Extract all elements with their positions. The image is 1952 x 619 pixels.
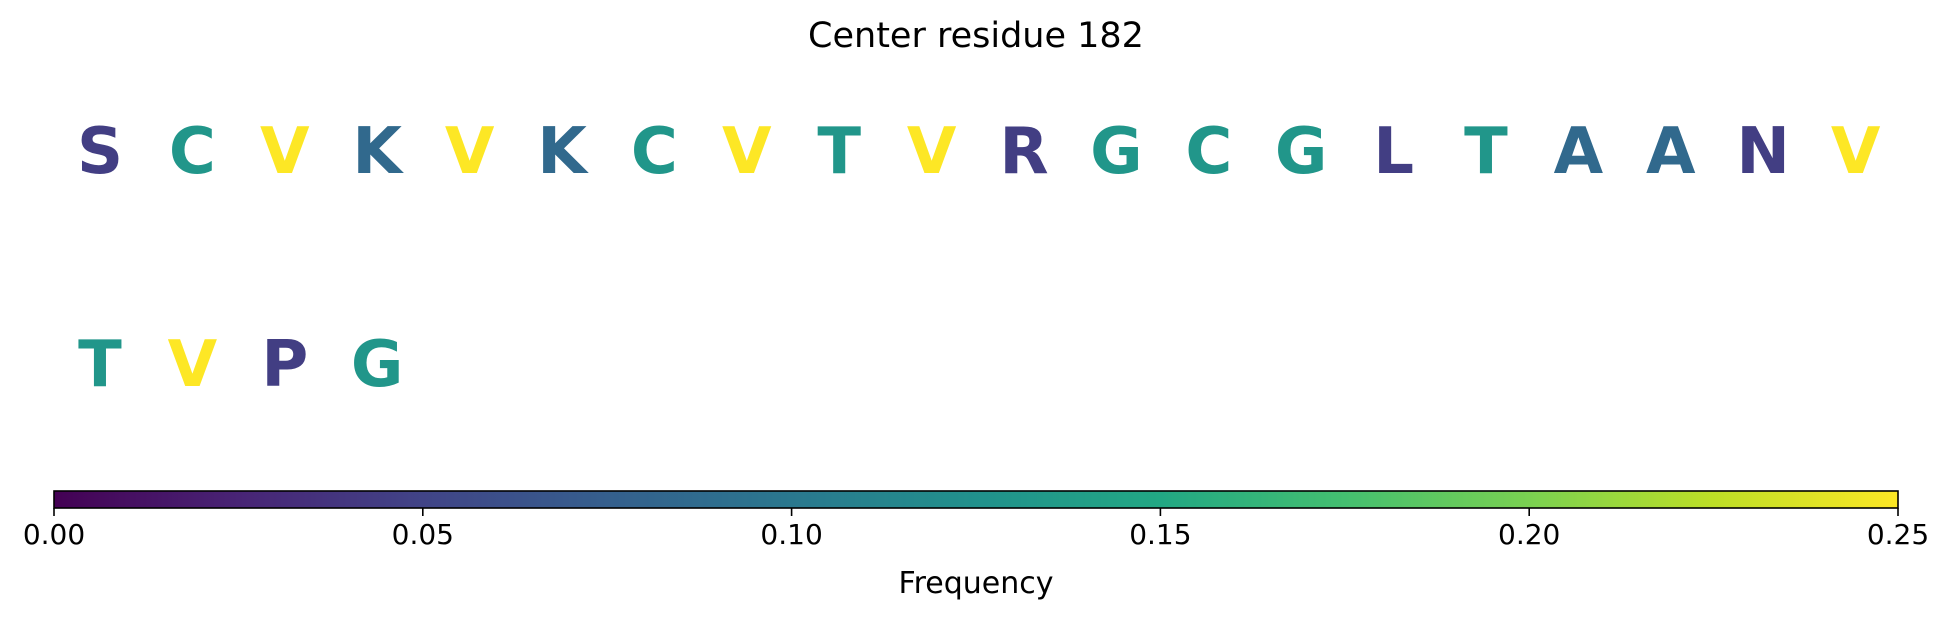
colorbar-ticks: 0.00 0.05 0.10 0.15 0.20 0.25 xyxy=(23,508,1929,551)
residue-letter: A xyxy=(1554,115,1604,189)
residue-letter: V xyxy=(1831,115,1881,189)
colorbar-tick-label: 0.20 xyxy=(1498,518,1560,551)
residue-letter: V xyxy=(907,115,957,189)
colorbar-label: Frequency xyxy=(899,566,1054,601)
colorbar-tick-label: 0.15 xyxy=(1129,518,1191,551)
residue-letter: A xyxy=(1646,115,1696,189)
residue-letter: T xyxy=(1464,115,1508,189)
residue-letter: V xyxy=(722,115,772,189)
residue-letter: L xyxy=(1373,115,1414,189)
chart-title: Center residue 182 xyxy=(808,16,1144,56)
residue-letter: T xyxy=(817,115,861,189)
colorbar-tick-label: 0.10 xyxy=(760,518,822,551)
residue-letter: S xyxy=(77,115,123,189)
residue-letter: V xyxy=(260,115,310,189)
residue-letter: V xyxy=(445,115,495,189)
residue-letter: C xyxy=(169,115,216,189)
residue-letter: G xyxy=(1275,115,1328,189)
residue-letter: T xyxy=(78,328,122,402)
residue-letter: K xyxy=(537,115,589,189)
residue-letter: R xyxy=(999,115,1048,189)
residue-letter: N xyxy=(1736,115,1790,189)
residue-letter: K xyxy=(352,115,404,189)
residue-letter: G xyxy=(1090,115,1143,189)
residue-letter: V xyxy=(168,328,218,402)
colorbar-tick-label: 0.05 xyxy=(392,518,454,551)
residue-grid: S C V K V K C V T V R G C G L T A A N VT V P G xyxy=(77,115,1881,402)
colorbar-tick-label: 0.25 xyxy=(1867,518,1929,551)
residue-letter: P xyxy=(261,328,308,402)
residue-letter: G xyxy=(351,328,404,402)
residue-letter: C xyxy=(1185,115,1232,189)
colorbar xyxy=(53,490,1899,509)
colorbar-tick-label: 0.00 xyxy=(23,518,85,551)
residue-letter: C xyxy=(631,115,678,189)
